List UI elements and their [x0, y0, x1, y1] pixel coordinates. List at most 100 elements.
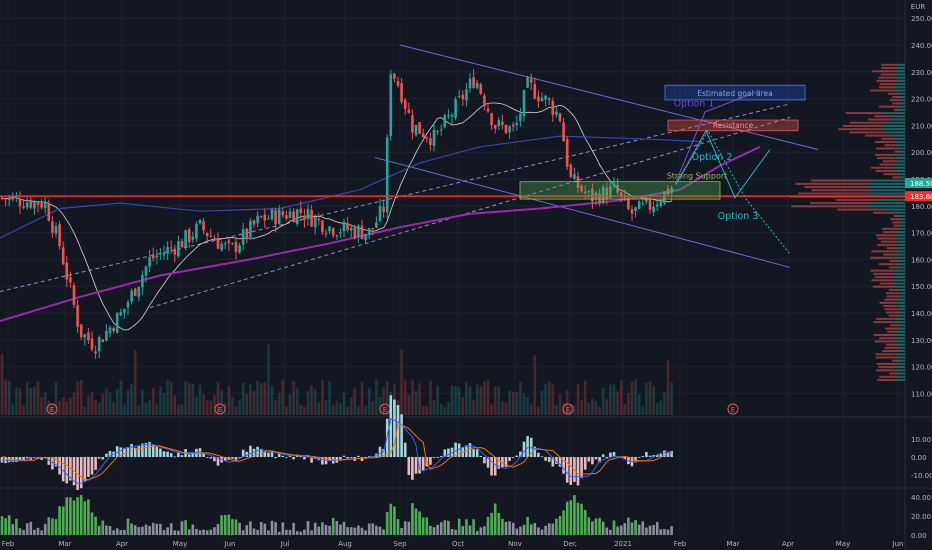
candle-body[interactable] — [641, 203, 645, 205]
candle-body[interactable] — [184, 230, 187, 248]
candle-body[interactable] — [515, 123, 519, 125]
candle-body[interactable] — [123, 308, 126, 313]
candle-body[interactable] — [666, 188, 670, 195]
candle-body[interactable] — [371, 228, 375, 230]
candle-body[interactable] — [213, 238, 216, 241]
candle-body[interactable] — [378, 205, 382, 221]
candle-body[interactable] — [216, 239, 220, 249]
candle-body[interactable] — [58, 224, 61, 247]
candle-body[interactable] — [616, 185, 619, 193]
candle-body[interactable] — [209, 235, 213, 237]
candle-body[interactable] — [115, 313, 119, 334]
candle-body[interactable] — [457, 95, 461, 97]
oscillator-pane[interactable] — [0, 495, 673, 535]
candle-body[interactable] — [270, 209, 274, 220]
candle-body[interactable] — [191, 236, 195, 240]
candle-body[interactable] — [389, 74, 393, 137]
candle-body[interactable] — [195, 223, 198, 239]
macd-pane[interactable] — [0, 395, 673, 491]
candle-body[interactable] — [313, 216, 317, 228]
candle-body[interactable] — [126, 302, 130, 308]
candle-body[interactable] — [414, 124, 418, 136]
candle-body[interactable] — [357, 225, 360, 237]
candle-body[interactable] — [537, 96, 540, 102]
candle-body[interactable] — [461, 94, 465, 100]
candle-body[interactable] — [29, 199, 33, 208]
candle-body[interactable] — [101, 339, 105, 343]
candle-body[interactable] — [447, 115, 450, 117]
candle-body[interactable] — [252, 220, 256, 225]
candle-body[interactable] — [443, 115, 447, 128]
candle-body[interactable] — [612, 183, 616, 187]
candle-body[interactable] — [234, 241, 238, 252]
candle-body[interactable] — [393, 73, 396, 79]
candle-body[interactable] — [112, 328, 115, 332]
candle-body[interactable] — [627, 198, 630, 209]
candle-body[interactable] — [411, 115, 414, 133]
candle-body[interactable] — [87, 332, 90, 341]
candle-body[interactable] — [7, 197, 11, 200]
candle-body[interactable] — [583, 191, 587, 194]
candle-body[interactable] — [72, 285, 76, 306]
candle-body[interactable] — [202, 221, 205, 231]
candle-body[interactable] — [490, 113, 493, 126]
candle-body[interactable] — [173, 248, 177, 255]
candle-body[interactable] — [533, 84, 537, 99]
candle-body[interactable] — [465, 89, 468, 101]
candle-body[interactable] — [407, 109, 411, 113]
candle-body[interactable] — [450, 115, 454, 117]
candle-body[interactable] — [274, 210, 277, 225]
candle-body[interactable] — [659, 201, 663, 206]
support-zone[interactable] — [519, 181, 721, 200]
candle-body[interactable] — [587, 191, 591, 193]
candle-body[interactable] — [663, 191, 666, 204]
candle-body[interactable] — [180, 241, 184, 248]
candle-body[interactable] — [169, 247, 173, 249]
candle-body[interactable] — [198, 219, 202, 224]
candle-body[interactable] — [292, 211, 295, 222]
candle-body[interactable] — [360, 226, 364, 239]
candle-body[interactable] — [396, 80, 400, 86]
candle-body[interactable] — [475, 83, 479, 89]
candle-body[interactable] — [249, 220, 252, 237]
candle-body[interactable] — [151, 254, 155, 259]
candle-body[interactable] — [288, 211, 292, 218]
candle-body[interactable] — [540, 97, 544, 102]
candle-body[interactable] — [36, 201, 40, 206]
candle-body[interactable] — [580, 185, 583, 192]
candle-body[interactable] — [285, 215, 288, 219]
candle-body[interactable] — [385, 137, 389, 213]
candle-body[interactable] — [335, 235, 339, 237]
candle-body[interactable] — [648, 198, 652, 210]
candle-body[interactable] — [324, 233, 328, 235]
candle-body[interactable] — [605, 187, 609, 200]
candle-body[interactable] — [317, 218, 321, 220]
candle-body[interactable] — [321, 220, 324, 233]
earnings-marker[interactable]: E — [727, 403, 739, 415]
candle-body[interactable] — [90, 338, 94, 350]
candle-body[interactable] — [241, 229, 245, 245]
candle-body[interactable] — [562, 122, 565, 142]
candle-body[interactable] — [364, 233, 367, 241]
candle-body[interactable] — [576, 176, 580, 189]
earnings-marker[interactable]: E — [562, 403, 574, 415]
candle-body[interactable] — [43, 201, 47, 209]
candle-body[interactable] — [54, 226, 58, 234]
candle-body[interactable] — [79, 324, 83, 338]
candle-body[interactable] — [493, 125, 497, 129]
candle-body[interactable] — [421, 133, 425, 138]
candle-body[interactable] — [346, 223, 349, 231]
candle-body[interactable] — [472, 77, 475, 88]
candle-body[interactable] — [652, 206, 655, 213]
candle-body[interactable] — [18, 198, 22, 207]
candle-body[interactable] — [25, 202, 29, 208]
candle-body[interactable] — [159, 252, 162, 254]
candle-body[interactable] — [238, 245, 241, 253]
candle-body[interactable] — [591, 188, 594, 202]
candle-body[interactable] — [306, 208, 310, 219]
candle-body[interactable] — [223, 243, 227, 245]
candle-body[interactable] — [439, 129, 443, 131]
candle-body[interactable] — [130, 290, 133, 302]
candle-body[interactable] — [148, 257, 151, 267]
candle-body[interactable] — [144, 266, 148, 276]
